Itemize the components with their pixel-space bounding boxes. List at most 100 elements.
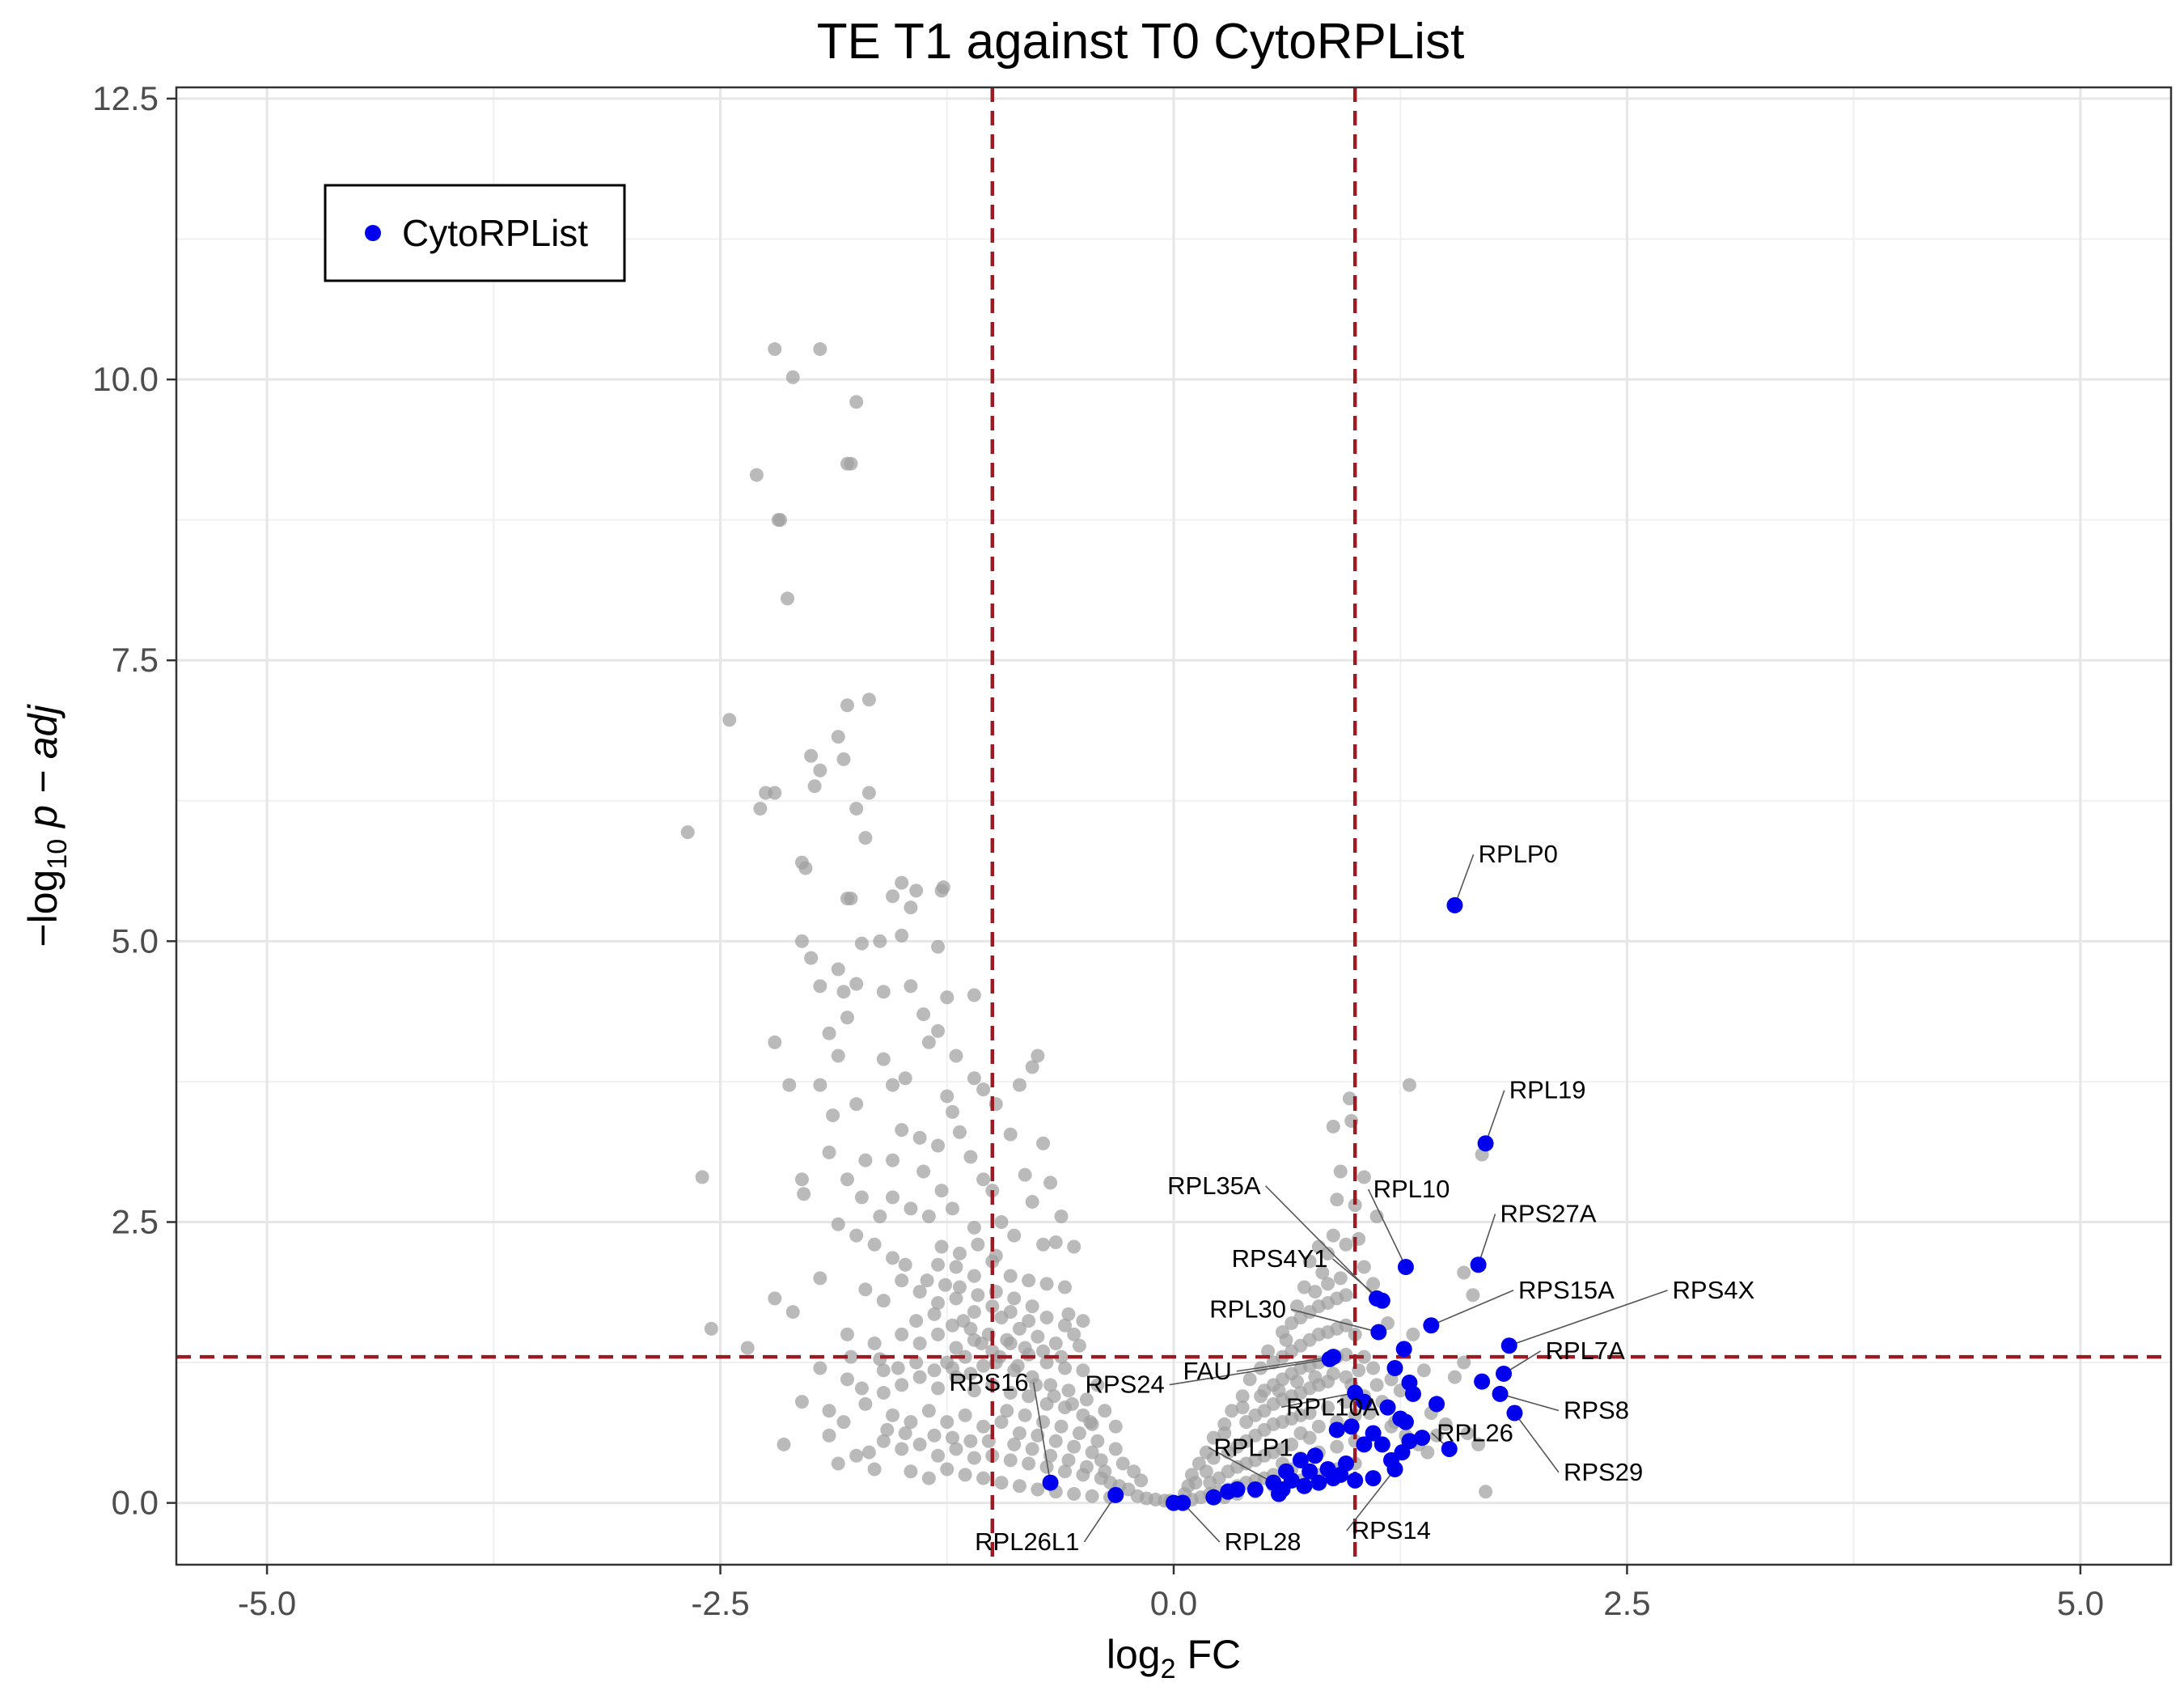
data-point bbox=[945, 1201, 959, 1216]
data-point bbox=[773, 513, 788, 527]
data-point bbox=[1357, 1260, 1371, 1274]
data-point bbox=[1007, 1228, 1022, 1243]
data-point bbox=[1447, 1370, 1462, 1384]
highlight-point bbox=[1370, 1324, 1387, 1341]
gene-labels: RPLP0 RPL19 RPL10 RPS27A RPL35A RPS4Y1 RPS15A R… bbox=[949, 840, 1754, 1556]
data-point bbox=[921, 1035, 936, 1049]
data-point bbox=[1007, 1291, 1022, 1306]
data-point bbox=[722, 713, 737, 727]
data-point bbox=[1225, 1404, 1239, 1418]
data-point bbox=[949, 1291, 963, 1306]
data-point bbox=[822, 1026, 836, 1040]
x-tick-label: 5.0 bbox=[2057, 1584, 2104, 1622]
x-axis-title-rest: FC bbox=[1176, 1632, 1242, 1677]
data-point bbox=[971, 1288, 985, 1303]
data-point bbox=[945, 1104, 959, 1119]
data-point bbox=[1308, 1370, 1323, 1384]
data-point bbox=[1188, 1476, 1203, 1490]
highlight-point bbox=[1310, 1474, 1327, 1491]
data-point bbox=[1134, 1473, 1149, 1488]
data-point bbox=[1321, 1246, 1335, 1260]
data-point bbox=[916, 1007, 931, 1022]
leader-line bbox=[1169, 1358, 1330, 1386]
leader-line bbox=[1454, 854, 1475, 906]
data-point bbox=[873, 1352, 887, 1366]
data-point bbox=[974, 1336, 988, 1350]
highlight-point bbox=[1492, 1385, 1509, 1402]
data-point bbox=[912, 1370, 927, 1384]
highlight-point bbox=[1474, 1373, 1491, 1390]
x-tick-label: -5.0 bbox=[238, 1584, 296, 1622]
data-point bbox=[931, 939, 946, 954]
data-point bbox=[1235, 1389, 1250, 1404]
data-point bbox=[1048, 1434, 1063, 1448]
data-point bbox=[886, 1153, 900, 1167]
highlight-point bbox=[1356, 1436, 1373, 1453]
data-point bbox=[1018, 1167, 1032, 1182]
data-point bbox=[813, 1271, 827, 1286]
gene-label: RPL30 bbox=[1209, 1295, 1286, 1324]
leader-line bbox=[1484, 1090, 1505, 1144]
data-point bbox=[1057, 1464, 1072, 1479]
highlight-point bbox=[1404, 1385, 1421, 1402]
data-point bbox=[1090, 1434, 1105, 1448]
data-point bbox=[844, 892, 858, 906]
highlight-point bbox=[1477, 1135, 1494, 1152]
data-point bbox=[1289, 1375, 1304, 1389]
leader-line bbox=[1513, 1413, 1560, 1473]
data-point bbox=[1357, 1349, 1371, 1364]
y-axis-title-prefix: −log bbox=[20, 870, 66, 947]
data-point bbox=[940, 990, 954, 1005]
data-point bbox=[854, 1381, 869, 1396]
data-point bbox=[940, 1415, 954, 1430]
data-point bbox=[861, 1445, 876, 1460]
leader-line bbox=[1500, 1393, 1560, 1412]
data-point bbox=[949, 1341, 963, 1355]
data-point bbox=[876, 985, 891, 999]
highlight-point bbox=[1205, 1489, 1222, 1506]
data-point bbox=[886, 1408, 900, 1422]
highlight-point bbox=[1166, 1494, 1182, 1511]
data-point bbox=[1025, 1194, 1039, 1209]
highlight-point bbox=[1414, 1430, 1431, 1447]
data-point bbox=[777, 1437, 791, 1451]
gene-label: RPS4X bbox=[1673, 1276, 1755, 1304]
data-point bbox=[1199, 1464, 1213, 1479]
highlight-point bbox=[1302, 1463, 1318, 1480]
data-point bbox=[1330, 1193, 1344, 1207]
gene-label: FAU bbox=[1183, 1357, 1231, 1385]
gene-label: RPS16 bbox=[949, 1368, 1028, 1396]
data-point bbox=[967, 1451, 981, 1465]
data-point bbox=[976, 1172, 991, 1187]
data-point bbox=[949, 1442, 963, 1456]
data-point bbox=[895, 875, 909, 890]
legend-label: CytoRPList bbox=[402, 212, 588, 254]
data-point bbox=[921, 1471, 936, 1485]
data-point bbox=[861, 786, 876, 800]
highlight-point bbox=[1379, 1399, 1396, 1416]
data-point bbox=[994, 1311, 1009, 1325]
data-point bbox=[1333, 1271, 1348, 1286]
highlight-point bbox=[1356, 1393, 1373, 1410]
data-point bbox=[1000, 1333, 1014, 1347]
data-point bbox=[1022, 1389, 1036, 1404]
data-point bbox=[1039, 1311, 1054, 1325]
highlight-point bbox=[1395, 1341, 1412, 1358]
data-point bbox=[912, 1130, 927, 1145]
data-point bbox=[1206, 1430, 1221, 1445]
y-tick-label: 0.0 bbox=[112, 1484, 159, 1522]
data-point bbox=[844, 1349, 858, 1364]
highlight-points bbox=[1042, 896, 1523, 1511]
highlight-point bbox=[1428, 1396, 1445, 1413]
data-point bbox=[1076, 1363, 1090, 1378]
background-points bbox=[680, 342, 1493, 1509]
data-point bbox=[971, 1237, 985, 1252]
data-point bbox=[1054, 1419, 1069, 1434]
highlight-point bbox=[1365, 1425, 1382, 1442]
data-point bbox=[867, 1462, 882, 1477]
data-point bbox=[886, 1078, 900, 1092]
data-point bbox=[994, 1214, 1009, 1229]
data-point bbox=[1279, 1333, 1293, 1347]
data-point bbox=[1012, 1426, 1026, 1441]
data-point bbox=[797, 1187, 811, 1201]
